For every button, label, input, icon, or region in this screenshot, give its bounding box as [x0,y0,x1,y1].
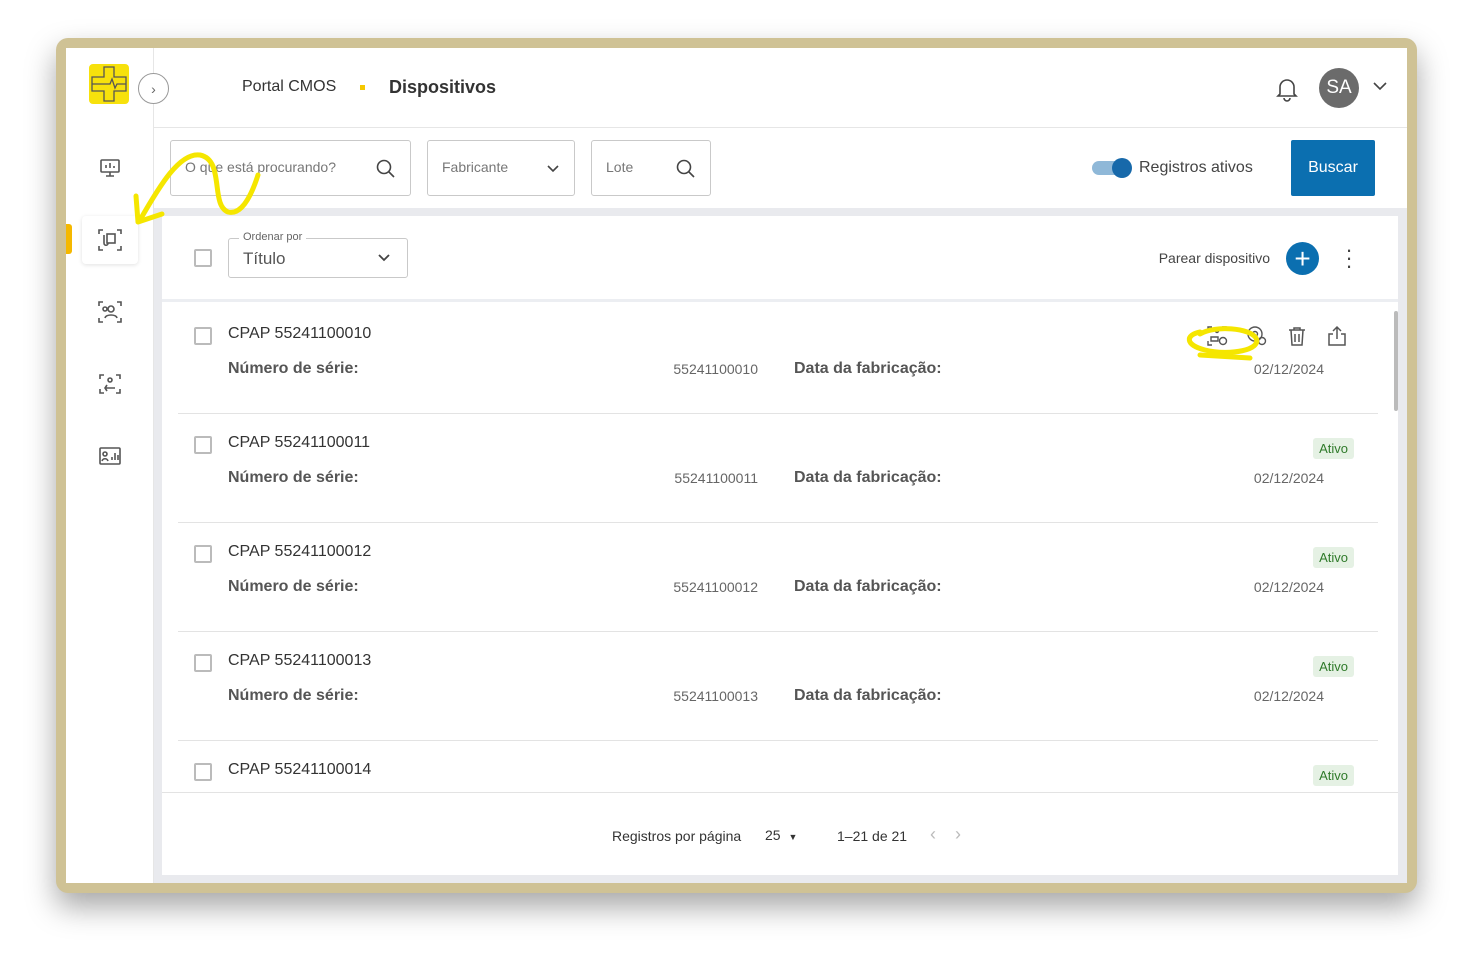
date-value: 02/12/2024 [1253,579,1324,595]
table-row[interactable]: CPAP 55241100014 Ativo [178,741,1378,792]
row-checkbox[interactable] [194,545,212,563]
batch-placeholder: Lote [606,159,634,175]
active-records-toggle[interactable] [1092,158,1132,178]
breadcrumb-portal[interactable]: Portal CMOS [242,78,337,95]
content-area: Ordenar por Título Parear dispositivo + … [154,208,1407,883]
serial-label: Número de série: [228,469,359,486]
app-window: › Portal CMOS Dispositivos SA O que está… [66,48,1407,883]
device-title[interactable]: CPAP 55241100013 [228,652,372,669]
search-icon [676,159,695,178]
scrollbar[interactable] [1394,311,1398,411]
device-title[interactable]: CPAP 55241100014 [228,761,372,778]
pair-device-icon[interactable] [1206,325,1228,347]
row-checkbox[interactable] [194,763,212,781]
sidebar: › [66,48,169,883]
pairing-scan-icon [99,374,121,394]
sort-select[interactable]: Ordenar por Título [228,231,408,278]
user-report-icon [99,447,121,465]
share-icon[interactable] [1326,325,1348,347]
per-page-value: 25 [765,827,781,843]
sidebar-item-dashboard[interactable] [82,144,138,192]
status-badge: Ativo [1313,438,1354,459]
row-checkbox[interactable] [194,654,212,672]
table-row[interactable]: CPAP 55241100010 Número de série: 5524110… [178,305,1378,414]
bell-icon [1276,79,1298,102]
device-list: CPAP 55241100010 Número de série: 5524110… [162,305,1398,792]
notifications-button[interactable] [1275,76,1299,107]
table-row[interactable]: CPAP 55241100013 Número de série: 5524110… [178,632,1378,741]
batch-input[interactable]: Lote [591,140,711,196]
per-page-label: Registros por página [612,828,742,844]
expand-sidebar-button[interactable]: › [138,73,169,104]
monitor-chart-icon [100,159,120,177]
serial-value: 55241100013 [673,688,758,704]
active-indicator [66,224,72,254]
sidebar-item-reports[interactable] [82,432,138,480]
logo [89,64,129,104]
search-placeholder: O que está procurando? [185,159,336,175]
next-page-button[interactable]: › [955,824,961,844]
trash-icon[interactable] [1286,325,1308,347]
view-settings-icon[interactable] [1246,325,1268,347]
device-title[interactable]: CPAP 55241100011 [228,434,371,451]
pair-device-button[interactable]: + [1286,242,1319,275]
serial-label: Número de série: [228,360,359,377]
table-row[interactable]: CPAP 55241100012 Número de série: 5524110… [178,523,1378,632]
device-list-card: Ordenar por Título Parear dispositivo + … [162,216,1398,875]
date-label: Data da fabricação: [794,687,942,704]
row-checkbox[interactable] [194,327,212,345]
avatar[interactable]: SA [1319,68,1359,108]
search-input[interactable]: O que está procurando? [170,140,411,196]
chevron-down-icon [547,165,559,173]
device-title[interactable]: CPAP 55241100012 [228,543,372,560]
device-scan-icon [98,229,122,251]
prev-page-button[interactable]: ‹ [930,824,936,844]
date-label: Data da fabricação: [794,360,942,377]
status-badge: Ativo [1313,656,1354,677]
user-scan-icon [98,301,122,323]
date-value: 02/12/2024 [1253,470,1324,486]
chevron-right-icon: › [151,80,156,97]
sort-label: Ordenar por [239,231,307,243]
pair-device-label[interactable]: Parear dispositivo [1158,250,1270,266]
date-value: 02/12/2024 [1253,361,1324,377]
account-menu-chevron-icon[interactable] [1373,78,1387,96]
page-range: 1–21 de 21 [837,828,908,844]
per-page-select[interactable]: 25 ▼ [765,827,797,843]
manufacturer-label: Fabricante [442,159,509,175]
row-checkbox[interactable] [194,436,212,454]
date-label: Data da fabricação: [794,578,942,595]
caret-down-icon: ▼ [788,832,798,842]
serial-value: 55241100011 [674,470,758,486]
serial-value: 55241100010 [673,361,758,377]
chevron-down-icon [378,254,390,262]
more-options-button[interactable]: · · · [1345,237,1353,278]
sidebar-item-pairing[interactable] [82,360,138,408]
page-title: Dispositivos [389,77,497,97]
top-header [154,48,1407,128]
sort-value: Título [243,249,286,268]
plus-icon: + [1294,242,1311,274]
search-icon [376,159,395,178]
sidebar-item-devices[interactable] [82,216,138,264]
breadcrumb-separator [360,85,365,90]
device-title[interactable]: CPAP 55241100010 [228,325,372,342]
active-records-label: Registros ativos [1139,159,1253,176]
serial-label: Número de série: [228,687,359,704]
filter-bar: O que está procurando? Fabricante Lote R… [154,128,1407,208]
serial-value: 55241100012 [673,579,758,595]
pagination: Registros por página 25 ▼ 1–21 de 21 ‹ › [162,792,1398,875]
row-actions [1206,325,1348,347]
status-badge: Ativo [1313,547,1354,568]
select-all-checkbox[interactable] [194,249,212,267]
serial-label: Número de série: [228,578,359,595]
table-row[interactable]: CPAP 55241100011 Número de série: 5524110… [178,414,1378,523]
date-value: 02/12/2024 [1253,688,1324,704]
date-label: Data da fabricação: [794,469,942,486]
list-toolbar: Ordenar por Título Parear dispositivo + … [162,216,1398,302]
manufacturer-select[interactable]: Fabricante [427,140,575,196]
sidebar-item-patients[interactable] [82,288,138,336]
search-button[interactable]: Buscar [1291,140,1375,196]
status-badge: Ativo [1313,765,1354,786]
